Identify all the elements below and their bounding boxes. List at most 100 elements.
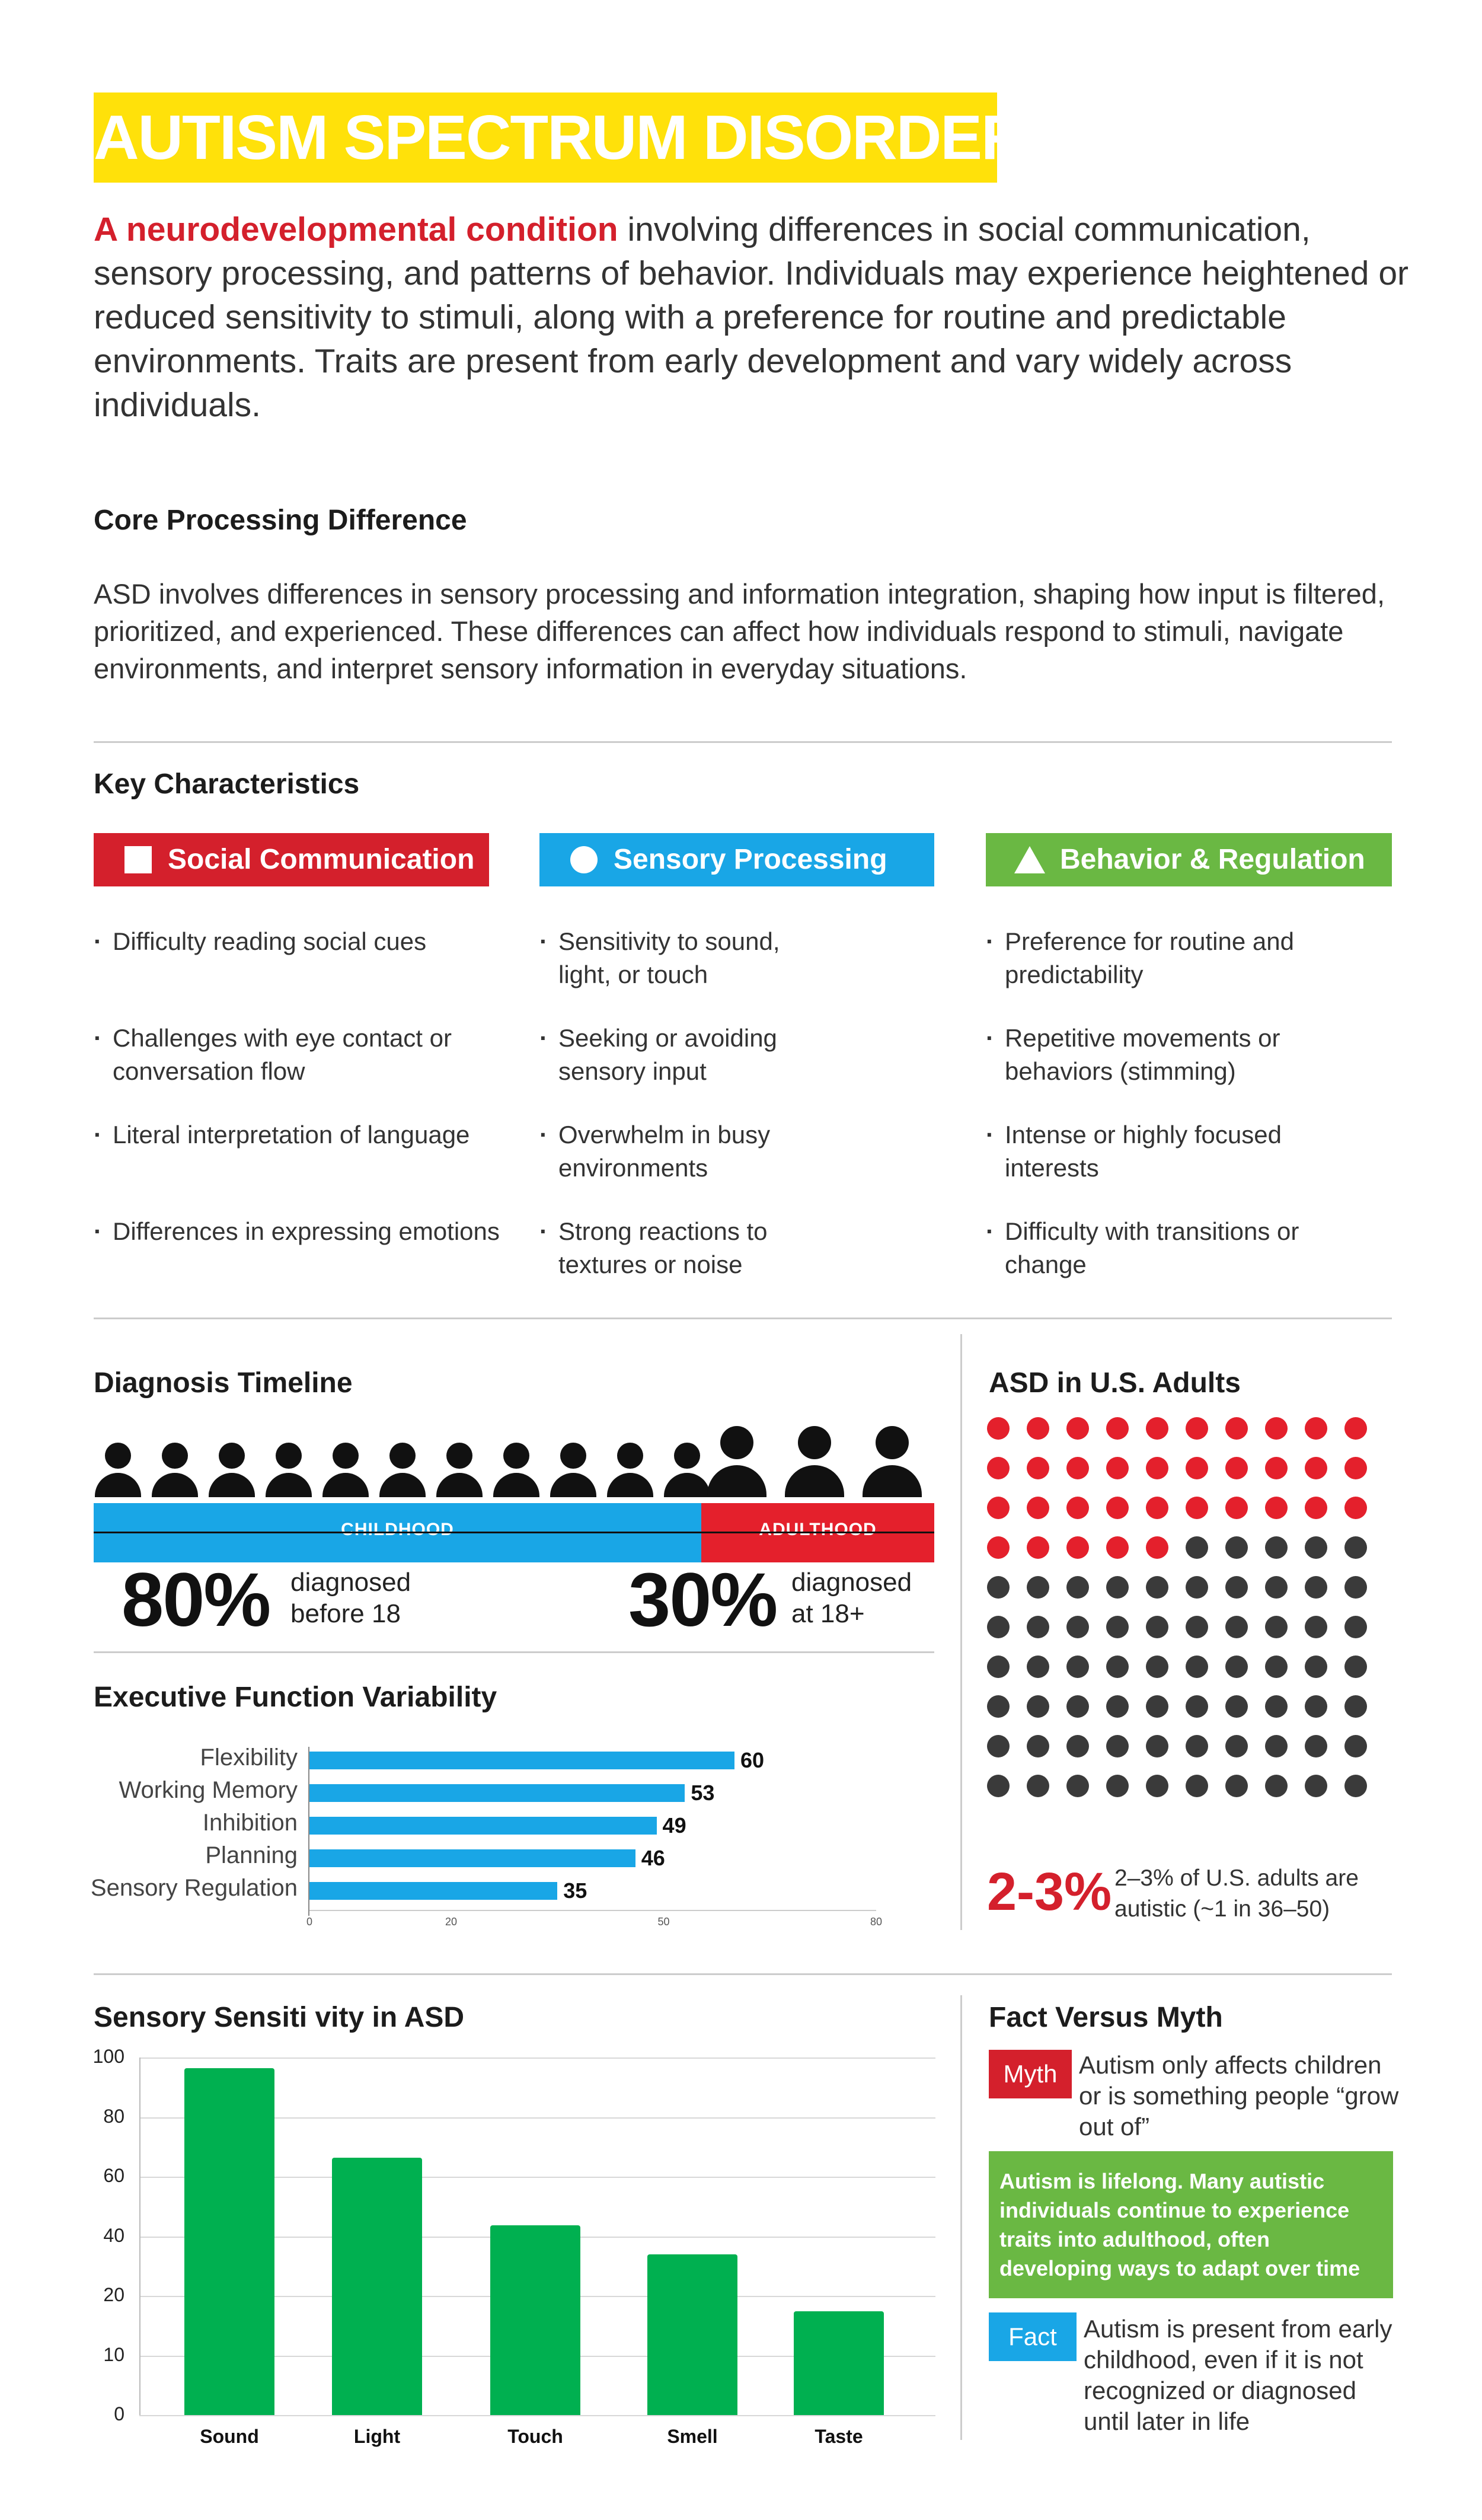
fact-text: Autism is present from early childhood, …	[1084, 2315, 1392, 2435]
ss-y-tick: 80	[103, 2105, 124, 2127]
timeline-line	[94, 1532, 934, 1533]
dot	[1305, 1616, 1327, 1638]
dot	[987, 1655, 1010, 1678]
circle-icon	[570, 846, 598, 873]
dot	[1027, 1775, 1049, 1797]
dot-highlighted	[987, 1417, 1010, 1440]
dot-highlighted	[1265, 1417, 1288, 1440]
dot	[1027, 1735, 1049, 1757]
dot	[1146, 1576, 1168, 1599]
dot-highlighted	[1225, 1417, 1248, 1440]
list-item: Challenges with eye contact or conversat…	[94, 1022, 509, 1118]
dot	[1186, 1655, 1208, 1678]
title-banner: AUTISM SPECTRUM DISORDER	[94, 92, 1027, 183]
ef-bar	[309, 1817, 657, 1835]
person-icon	[152, 1443, 198, 1497]
ss-bar	[184, 2068, 274, 2415]
dot	[1106, 1576, 1129, 1599]
dot	[1186, 1616, 1208, 1638]
dot	[1146, 1655, 1168, 1678]
ss-grid-line	[139, 2117, 935, 2119]
dot	[1305, 1775, 1327, 1797]
adults-percent: 2-3%	[987, 1862, 1112, 1922]
social-communication-list: Difficulty reading social cues Challenge…	[94, 925, 509, 1312]
dot-highlighted	[1186, 1457, 1208, 1479]
adulthood-label: ADULTHOOD	[759, 1520, 877, 1539]
list-item: Difficulty with transitions or change	[986, 1215, 1330, 1312]
divider	[94, 1973, 1392, 1975]
dot-highlighted	[1146, 1536, 1168, 1559]
ef-x-tick: 50	[657, 1916, 670, 1928]
dot-highlighted	[1225, 1457, 1248, 1479]
dot-highlighted	[1027, 1497, 1049, 1519]
person-head	[720, 1426, 753, 1459]
list-item: Preference for routine and predictabilit…	[986, 925, 1330, 1022]
fact-tag: Fact	[989, 2312, 1077, 2361]
square-icon	[124, 846, 152, 873]
list-item: Intense or highly focused interests	[986, 1118, 1330, 1215]
ef-x-tick: 0	[306, 1916, 312, 1928]
person-head	[219, 1443, 245, 1469]
person-body	[436, 1472, 483, 1497]
dot	[1305, 1576, 1327, 1599]
ss-y-tick: 0	[114, 2403, 124, 2425]
ss-y-tick: 100	[92, 2046, 124, 2067]
ef-category-label: Planning	[205, 1842, 298, 1868]
dot	[1305, 1735, 1327, 1757]
person-head	[276, 1443, 302, 1469]
dot	[1225, 1735, 1248, 1757]
dot-highlighted	[1066, 1536, 1089, 1559]
intro-highlight: A neurodevelopmental condition	[94, 210, 618, 248]
person-head	[876, 1426, 909, 1459]
ss-y-tick: 10	[103, 2343, 124, 2365]
characteristics-heading: Key Characteristics	[94, 768, 360, 800]
dot-highlighted	[1066, 1457, 1089, 1479]
ss-heading: Sensory Sensiti vity in ASD	[94, 2002, 465, 2033]
sensory-processing-list: Sensitivity to sound, light, or touch Se…	[539, 925, 836, 1312]
column-divider	[960, 1334, 962, 1930]
divider	[94, 1651, 934, 1653]
ss-bar	[332, 2157, 422, 2415]
dot-highlighted	[1225, 1497, 1248, 1519]
dot	[1225, 1576, 1248, 1599]
ef-heading: Executive Function Variability	[94, 1682, 497, 1713]
adulthood-percent: 30%	[628, 1558, 778, 1642]
ef-x-tick: 20	[445, 1916, 458, 1928]
ss-y-tick: 20	[103, 2284, 124, 2305]
ss-bar	[794, 2311, 884, 2415]
ef-category-label: Flexibility	[200, 1744, 298, 1771]
person-body	[785, 1465, 844, 1497]
ef-bar	[309, 1882, 558, 1900]
dot-highlighted	[1027, 1417, 1049, 1440]
childhood-label: CHILDHOOD	[341, 1520, 454, 1539]
person-head	[162, 1443, 188, 1469]
person-body	[322, 1472, 369, 1497]
dot	[1106, 1655, 1129, 1678]
dot	[1305, 1536, 1327, 1559]
person-body	[209, 1472, 255, 1497]
dot	[1146, 1735, 1168, 1757]
myth-tag: Myth	[989, 2050, 1072, 2098]
person-head	[333, 1443, 359, 1469]
myth-text: Autism only affects children or is somet…	[1079, 2051, 1399, 2141]
ef-value-label: 53	[691, 1781, 715, 1805]
childhood-percent: 80%	[122, 1558, 271, 1642]
dot-highlighted	[1344, 1457, 1367, 1479]
ss-grid-line	[139, 2058, 935, 2059]
person-icon	[863, 1426, 922, 1497]
dot-highlighted	[1027, 1536, 1049, 1559]
dot	[1066, 1695, 1089, 1718]
dot-highlighted	[1305, 1497, 1327, 1519]
dot	[1344, 1695, 1367, 1718]
dot	[1066, 1655, 1089, 1678]
adults-note: 2–3% of U.S. adults are autistic (~1 in …	[1114, 1865, 1359, 1922]
ef-category-label: Working Memory	[119, 1777, 298, 1803]
dot-highlighted	[1146, 1457, 1168, 1479]
person-icon	[785, 1426, 844, 1497]
dot-highlighted	[1265, 1497, 1288, 1519]
dot-highlighted	[1027, 1457, 1049, 1479]
dot	[1344, 1536, 1367, 1559]
dot	[1344, 1775, 1367, 1797]
ss-x-tick: Light	[353, 2426, 401, 2447]
category-title: Sensory Processing	[614, 844, 887, 875]
